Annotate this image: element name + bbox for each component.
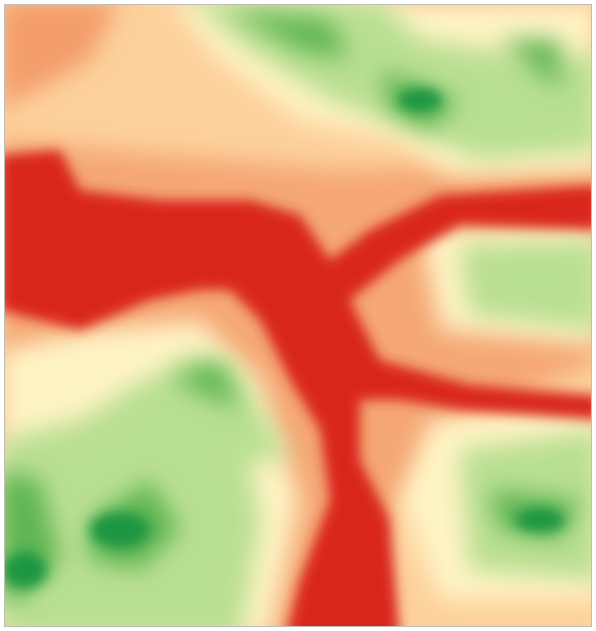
terrain [0,0,596,631]
elevation-map [0,0,596,631]
page: (() => { const data = JSON.parse(documen… [0,0,596,631]
